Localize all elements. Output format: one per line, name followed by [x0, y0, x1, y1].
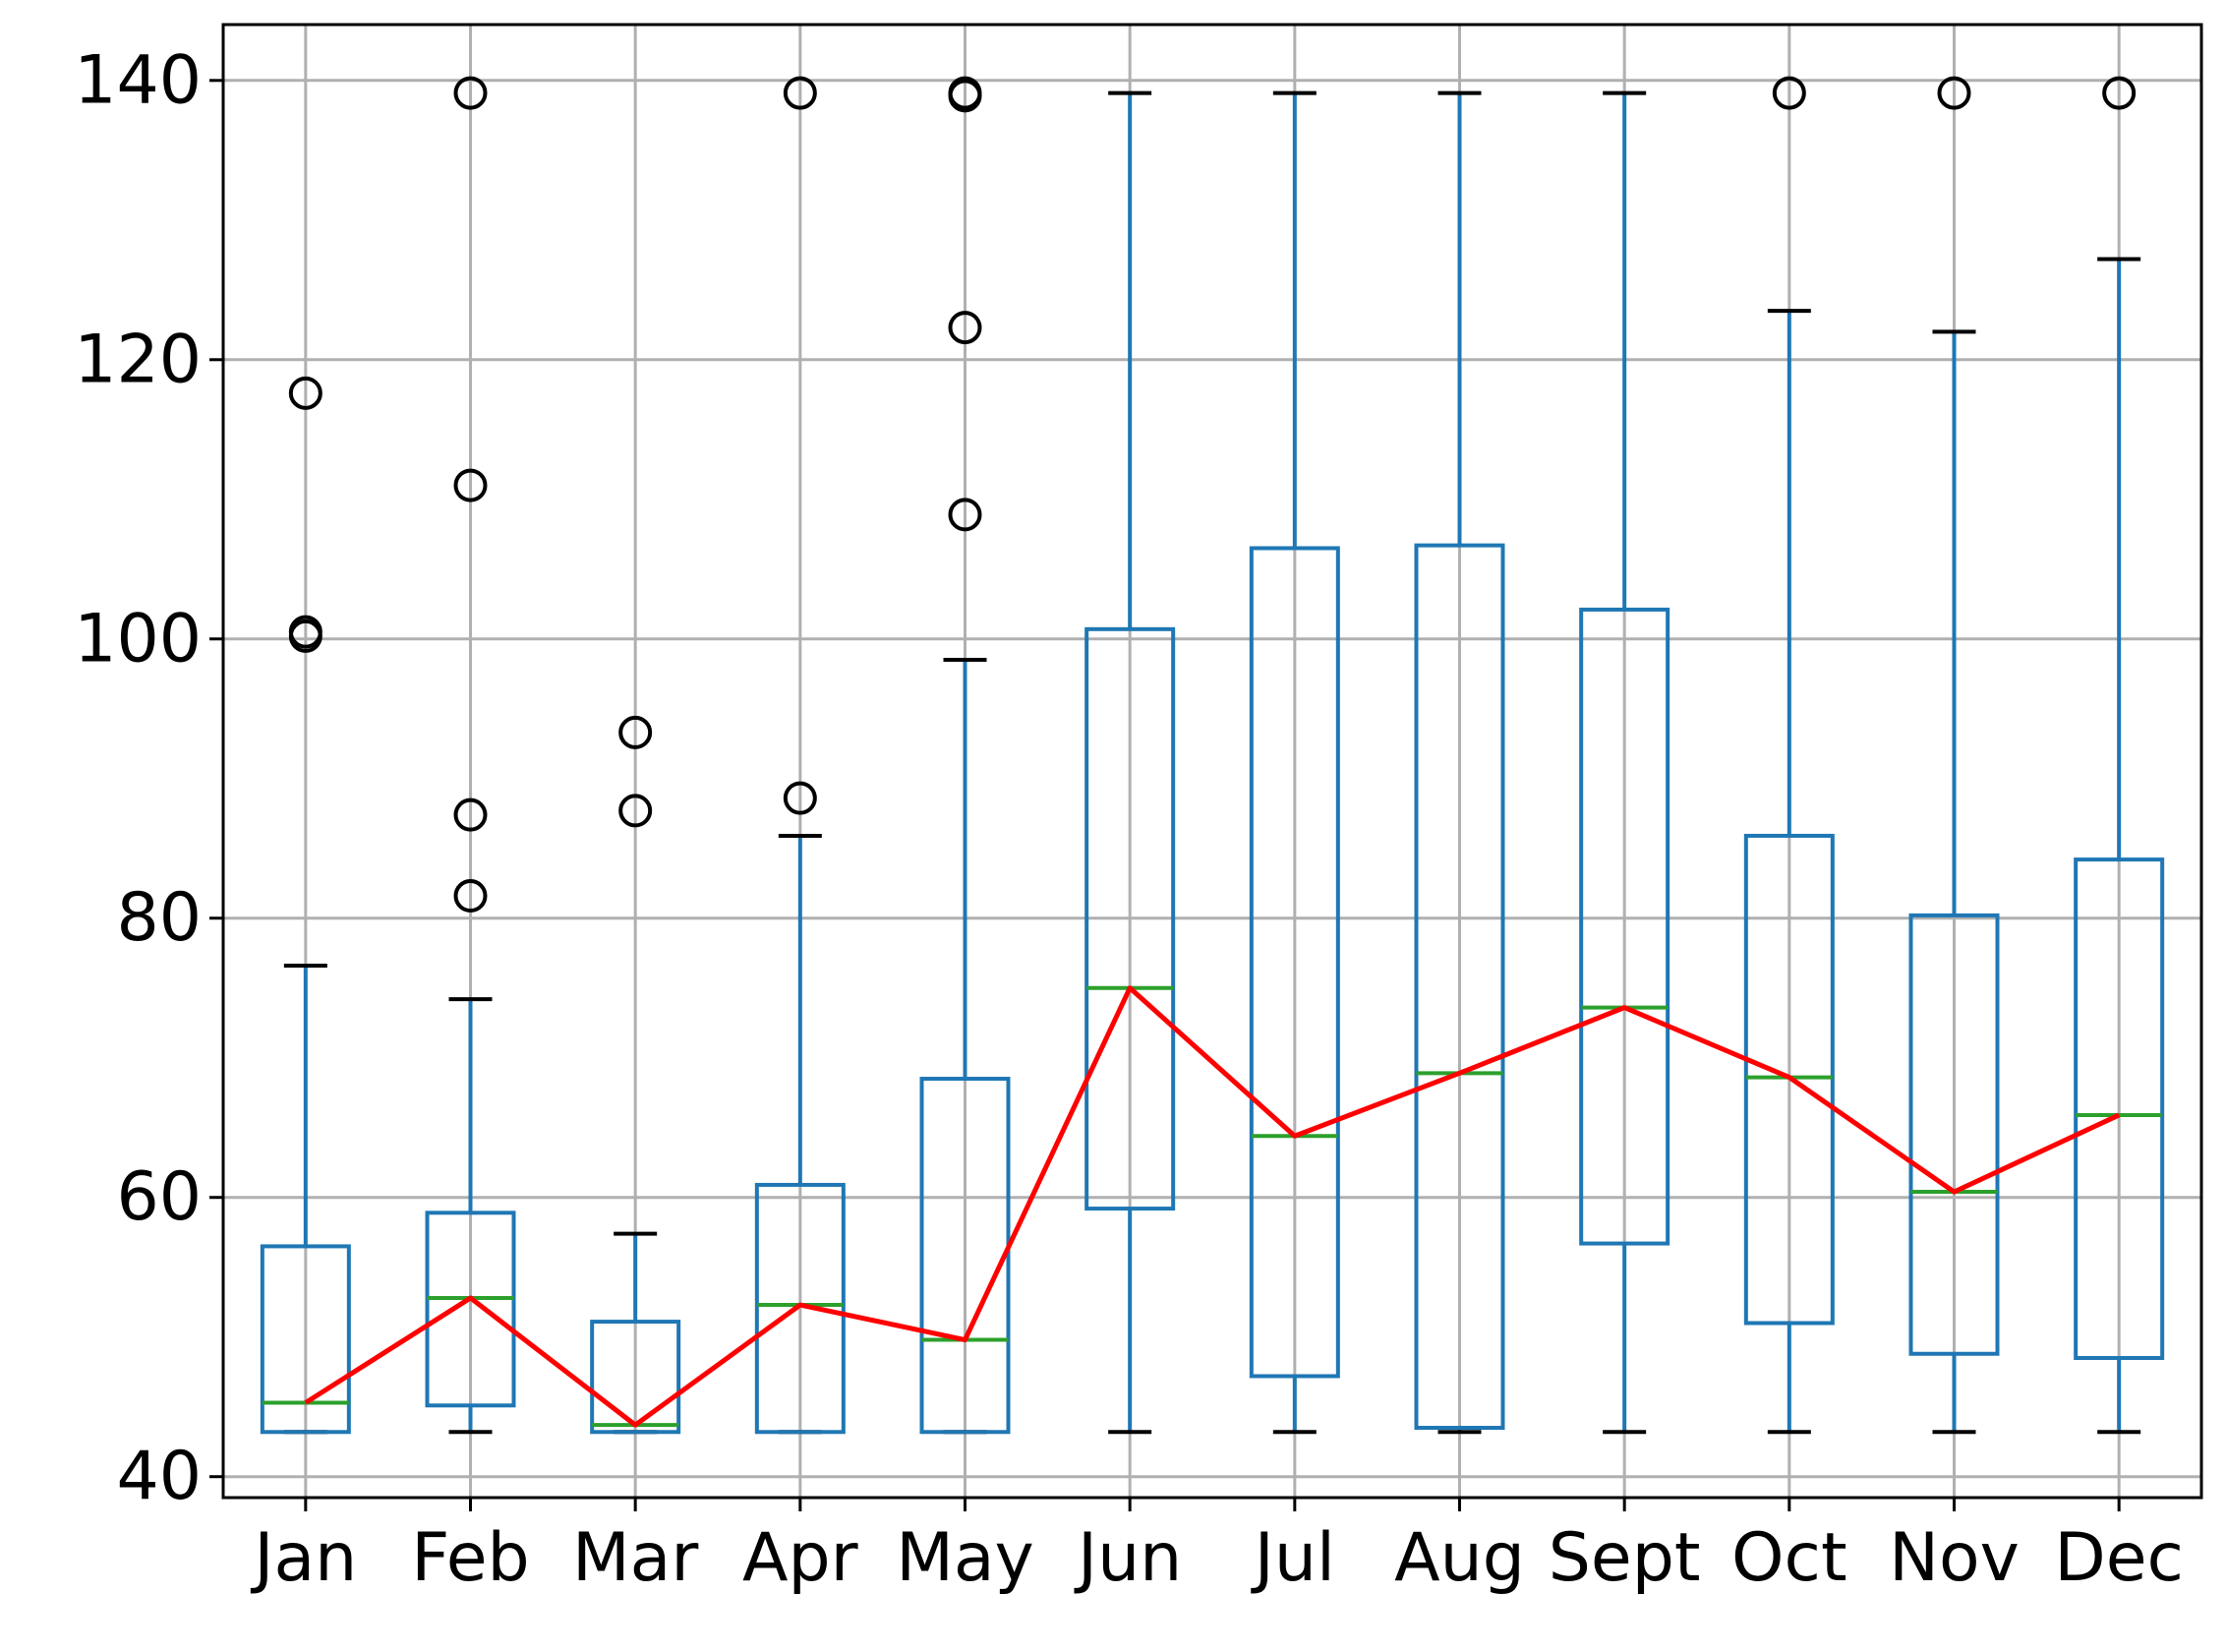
iqr-box	[2074, 857, 2165, 1361]
iqr-box	[425, 1210, 516, 1408]
x-tick-label: Sept	[1549, 1519, 1701, 1597]
outlier-layer	[288, 76, 2137, 914]
iqr-box	[919, 1077, 1011, 1435]
x-tick-label: Dec	[2054, 1519, 2184, 1597]
iqr-box	[1249, 546, 1340, 1379]
x-tick-label: May	[896, 1519, 1034, 1597]
outlier-point	[453, 797, 488, 832]
iqr-box	[754, 1182, 846, 1435]
box-nov	[1908, 329, 2000, 1435]
outlier-point	[2102, 76, 2137, 110]
outlier-point	[453, 879, 488, 914]
x-tick-label: Apr	[742, 1519, 858, 1597]
box-oct	[1743, 309, 1835, 1435]
outlier-point	[783, 76, 817, 110]
outlier-point	[618, 715, 653, 749]
box-jul	[1249, 90, 1340, 1435]
y-tick-label: 140	[74, 41, 202, 119]
iqr-box	[260, 1244, 351, 1435]
box-sept	[1579, 90, 1670, 1435]
y-tick-label: 80	[116, 879, 202, 957]
x-tick-label: Oct	[1731, 1519, 1847, 1597]
outlier-point	[948, 76, 982, 110]
y-tick-label: 100	[74, 600, 202, 678]
outlier-point	[288, 615, 322, 649]
box-aug	[1414, 90, 1505, 1435]
median-trend-line-layer	[304, 985, 2121, 1428]
x-tick-label: Jun	[1074, 1519, 1182, 1597]
median-trend-line	[304, 985, 2121, 1428]
x-axis-tick-labels: Jan Feb Mar Apr May Jun Jul Aug Sept Oct Nov Dec	[250, 1519, 2184, 1597]
axis-ticks	[209, 79, 2121, 1511]
x-tick-label: Feb	[411, 1519, 529, 1597]
y-axis-tick-labels: 40 60 80 100 120 140	[74, 41, 202, 1515]
iqr-box	[590, 1320, 681, 1435]
outlier-point	[948, 311, 982, 345]
iqr-box	[1084, 626, 1176, 1211]
x-tick-label: Aug	[1394, 1519, 1525, 1597]
x-tick-label: Jan	[250, 1519, 357, 1597]
iqr-box	[1743, 833, 1835, 1326]
box-layer	[260, 90, 2165, 1435]
iqr-box	[1414, 543, 1505, 1431]
axes-frame	[221, 23, 2203, 1500]
iqr-box	[1908, 913, 2000, 1356]
outlier-point	[1937, 76, 1971, 110]
x-tick-label: Nov	[1889, 1519, 2020, 1597]
box-dec	[2074, 257, 2165, 1435]
x-tick-label: Jul	[1251, 1519, 1335, 1597]
outlier-point	[1772, 76, 1806, 110]
outlier-point	[453, 468, 488, 502]
box-jun	[1084, 90, 1176, 1435]
box-may	[919, 658, 1011, 1435]
outlier-point	[288, 376, 322, 410]
outlier-point	[453, 76, 488, 110]
outlier-point	[948, 498, 982, 532]
y-tick-label: 40	[116, 1438, 202, 1515]
outlier-point	[618, 794, 653, 828]
y-tick-label: 120	[74, 321, 202, 398]
iqr-box	[1579, 607, 1670, 1246]
y-tick-label: 60	[116, 1158, 202, 1236]
x-tick-label: Mar	[572, 1519, 698, 1597]
outlier-point	[783, 781, 817, 815]
box-jan	[260, 964, 351, 1435]
